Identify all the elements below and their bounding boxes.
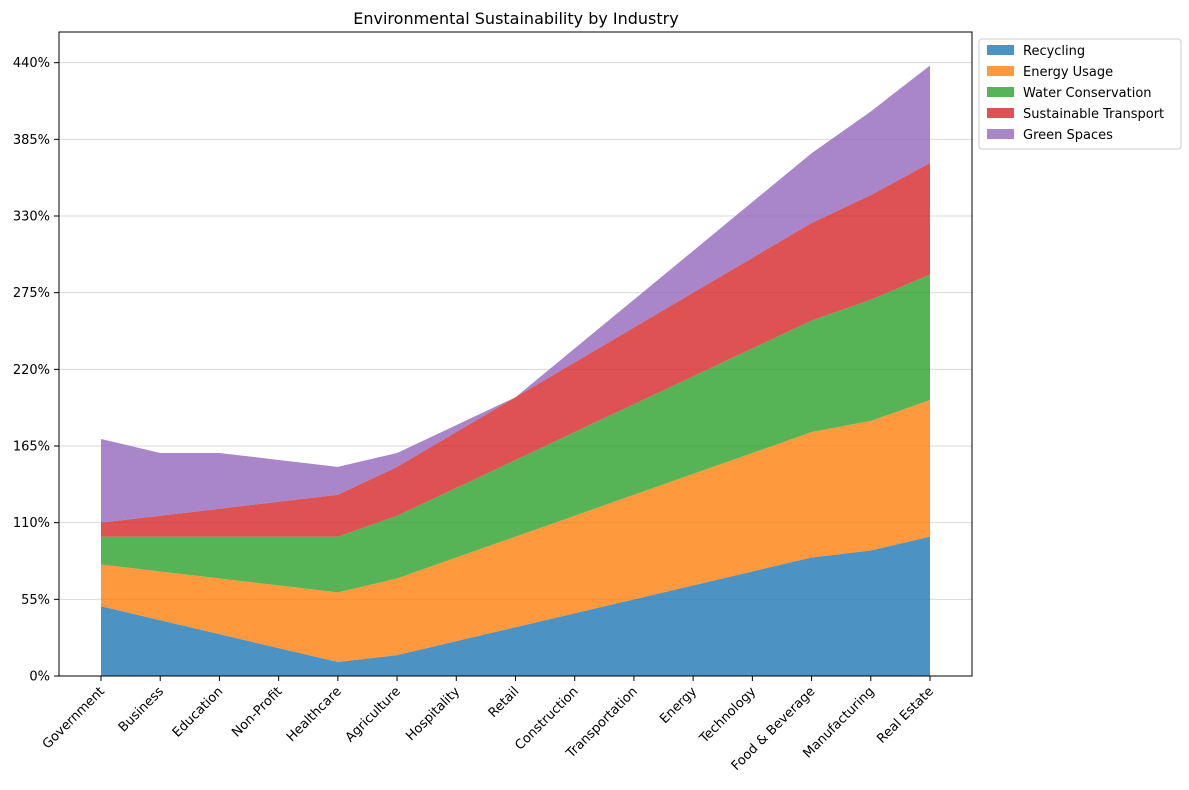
y-tick-label: 220%	[13, 363, 50, 378]
plot-areas	[101, 65, 930, 676]
y-axis: 0% 55% 110% 165% 220% 275% 330% 385% 440%	[13, 56, 59, 685]
x-tick-label: Hospitality	[403, 684, 463, 744]
y-tick-label: 440%	[13, 56, 50, 71]
legend-label: Energy Usage	[1023, 65, 1113, 80]
y-tick-label: 165%	[13, 440, 50, 455]
x-tick-label: Real Estate	[874, 684, 936, 746]
x-tick-label: Healthcare	[284, 684, 345, 745]
x-tick-label: Energy	[657, 684, 700, 727]
legend-swatch	[987, 66, 1014, 76]
legend-label: Sustainable Transport	[1023, 107, 1164, 122]
y-tick-label: 275%	[13, 286, 50, 301]
legend-swatch	[987, 87, 1014, 97]
legend-label: Water Conservation	[1023, 86, 1152, 101]
x-tick-label: Agriculture	[343, 684, 404, 745]
legend-swatch	[987, 45, 1014, 55]
area-recycling	[101, 536, 930, 676]
area-energy-usage	[101, 400, 930, 663]
y-tick-label: 0%	[29, 670, 50, 685]
x-tick-label: Technology	[696, 684, 759, 747]
x-tick-label: Education	[170, 684, 226, 740]
area-green-spaces	[101, 65, 930, 523]
chart-title: Environmental Sustainability by Industry	[353, 9, 678, 28]
x-tick-label: Government	[40, 684, 108, 752]
y-tick-label: 330%	[13, 210, 50, 225]
legend-swatch	[987, 129, 1014, 139]
y-tick-label: 55%	[21, 593, 50, 608]
x-tick-label: Business	[116, 684, 167, 735]
x-axis: Government Business Education Non-ProfitHea…	[40, 676, 937, 774]
legend-label: Recycling	[1023, 44, 1085, 59]
x-tick-label: Non-Profit	[229, 684, 285, 740]
legend-label: Green Spaces	[1023, 128, 1113, 143]
x-tick-label: Retail	[486, 684, 523, 721]
legend-swatch	[987, 108, 1014, 118]
y-tick-label: 110%	[13, 516, 50, 531]
y-tick-label: 385%	[13, 133, 50, 148]
legend-box	[978, 38, 1182, 150]
area-water-conservation	[101, 274, 930, 593]
legend: Recycling Energy Usage Water Conservation S…	[978, 38, 1182, 150]
